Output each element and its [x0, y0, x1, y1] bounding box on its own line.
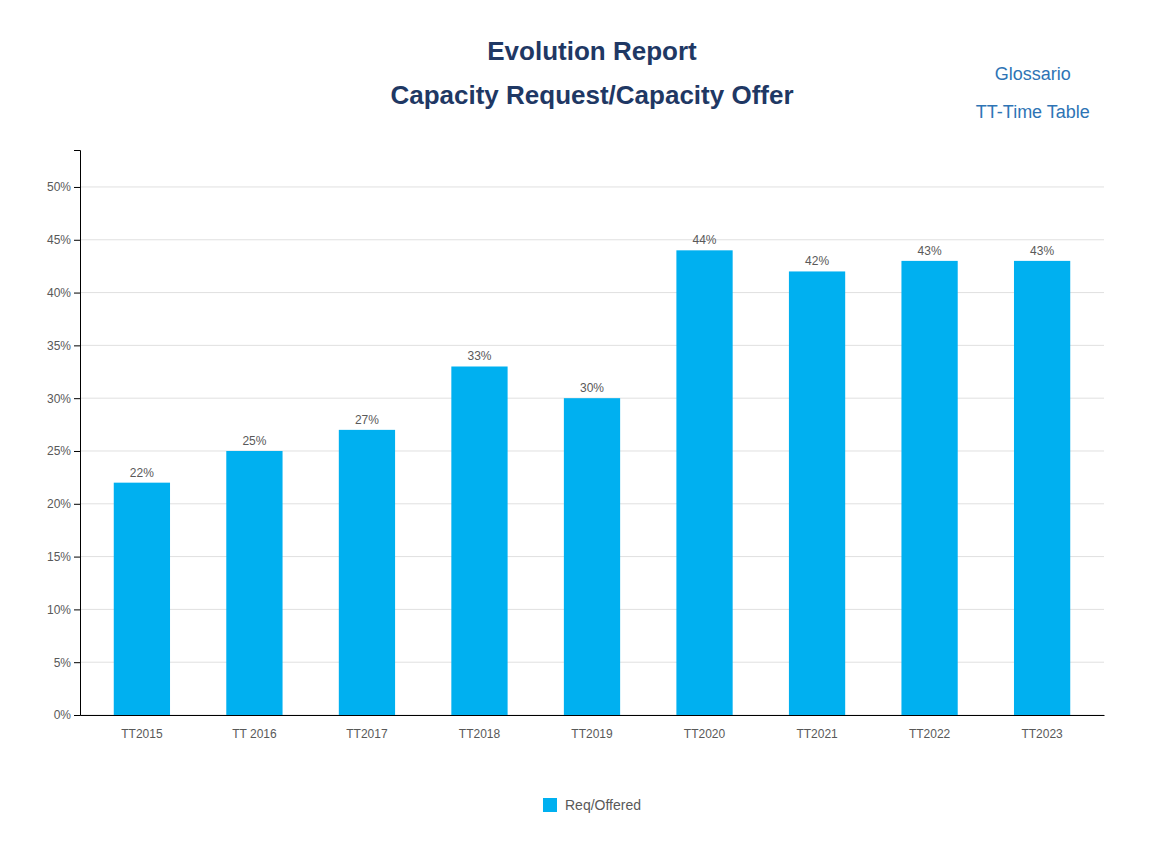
x-tick: TT2021 [796, 727, 838, 741]
legend-label: Req/Offered [565, 797, 641, 813]
bars [114, 250, 1070, 715]
y-tick-label: 10% [47, 603, 71, 617]
x-tick: TT2018 [459, 727, 501, 741]
x-tick-label: TT2022 [909, 727, 951, 741]
y-tick-label: 20% [47, 497, 71, 511]
y-tick-label: 35% [47, 339, 71, 353]
y-tick-mark [74, 557, 80, 558]
y-axis: 0% 5% 10% 15% 20% 25% 30% 35% 40% 45% 50% [47, 151, 81, 723]
x-axis: TT2015 TT 2016 TT2017 TT2018 TT2019 TT2020 TT2… [81, 716, 1105, 742]
x-tick-label: TT2023 [1021, 727, 1063, 741]
data-label: 25% [242, 434, 266, 448]
y-tick-mark [74, 240, 80, 241]
y-tick-mark [74, 451, 80, 452]
legend-swatch [543, 798, 557, 812]
y-tick-label: 5% [54, 656, 72, 670]
data-label: 33% [467, 349, 491, 363]
data-label: 43% [1030, 244, 1054, 258]
data-label: 30% [580, 381, 604, 395]
data-label: 43% [918, 244, 942, 258]
y-tick-label: 15% [47, 550, 71, 564]
bar [451, 366, 507, 715]
data-label: 27% [355, 413, 379, 427]
title: Evolution Report [487, 36, 697, 66]
x-tick-label: TT 2016 [232, 727, 277, 741]
grid-line [80, 239, 1104, 240]
y-tick: 0% [54, 708, 80, 722]
y-tick: 5% [54, 656, 80, 670]
x-tick-label: TT2020 [684, 727, 726, 741]
y-tick: 45% [47, 233, 80, 247]
y-tick-label: 30% [47, 392, 71, 406]
chart-container: 0% 5% 10% 15% 20% 25% 30% 35% 40% 45% 50% TT2015 TT … [0, 0, 1154, 855]
data-label: 42% [805, 254, 829, 268]
legend: Req/Offered [543, 797, 641, 813]
bar [1014, 261, 1070, 715]
grid [80, 187, 1104, 715]
bar [676, 250, 732, 715]
x-tick: TT 2016 [232, 727, 277, 741]
data-labels: 22% 25% 27% 33% 30% 44% 42% 43% 43% [130, 233, 1055, 479]
y-tick: 35% [47, 339, 80, 353]
bar [339, 430, 395, 715]
y-tick-mark [74, 345, 80, 346]
plot-area: 0% 5% 10% 15% 20% 25% 30% 35% 40% 45% 50% TT2015 TT … [47, 151, 1105, 742]
y-tick: 15% [47, 550, 80, 564]
y-tick: 50% [47, 180, 80, 194]
x-tick: TT2015 [121, 727, 163, 741]
x-tick-label: TT2017 [346, 727, 388, 741]
y-axis-line [74, 151, 81, 716]
y-tick-label: 40% [47, 286, 71, 300]
x-tick: TT2017 [346, 727, 388, 741]
y-tick: 40% [47, 286, 80, 300]
y-tick: 20% [47, 497, 80, 511]
bar [114, 483, 170, 715]
x-axis-line [81, 715, 1105, 716]
x-tick: TT2019 [571, 727, 613, 741]
y-tick: 25% [47, 444, 80, 458]
annotation: Glossario [995, 64, 1071, 84]
grid-line [80, 186, 1104, 187]
x-tick-label: TT2019 [571, 727, 613, 741]
data-label: 22% [130, 466, 154, 480]
y-tick-mark [74, 187, 80, 188]
bar [564, 398, 620, 715]
y-tick-label: 45% [47, 233, 71, 247]
x-tick-label: TT2018 [459, 727, 501, 741]
y-tick-mark [74, 662, 80, 663]
data-label: 44% [693, 233, 717, 247]
subtitle: Capacity Request/Capacity Offer [390, 80, 793, 110]
x-tick: TT2023 [1021, 727, 1063, 741]
x-tick-label: TT2021 [796, 727, 838, 741]
y-tick-label: 0% [54, 708, 72, 722]
x-tick-label: TT2015 [121, 727, 163, 741]
bar [789, 271, 845, 715]
y-tick: 10% [47, 603, 80, 617]
x-tick: TT2022 [909, 727, 951, 741]
y-tick-label: 50% [47, 180, 71, 194]
y-tick-label: 25% [47, 444, 71, 458]
x-tick: TT2020 [684, 727, 726, 741]
y-tick-mark [74, 715, 80, 716]
bar [901, 261, 957, 715]
y-tick-mark [74, 609, 80, 610]
annotation: TT-Time Table [976, 102, 1090, 122]
bar [226, 451, 282, 715]
y-tick: 30% [47, 392, 80, 406]
y-tick-mark [74, 293, 80, 294]
chart-svg: 0% 5% 10% 15% 20% 25% 30% 35% 40% 45% 50% TT2015 TT … [0, 0, 1154, 855]
y-tick-mark [74, 398, 80, 399]
y-tick-mark [74, 504, 80, 505]
